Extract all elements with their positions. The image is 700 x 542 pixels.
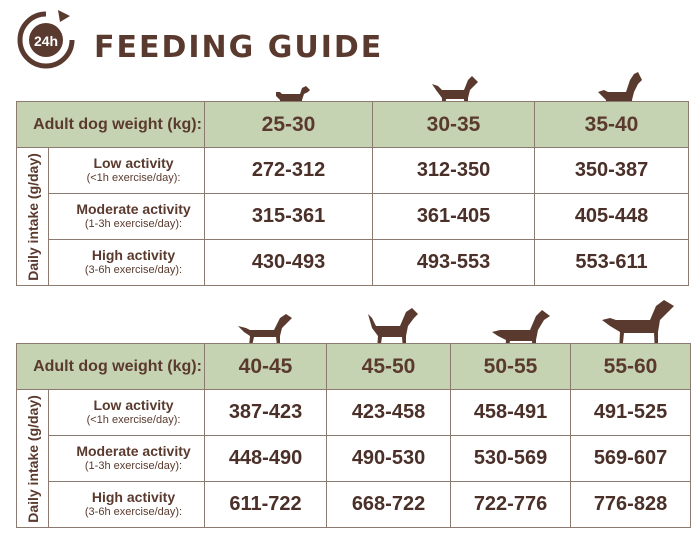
weight-label: Adult dog weight (kg): [15,101,206,148]
dog-silhouette-icon [600,296,676,354]
intake-value: 491-525 [570,389,692,436]
weight-range: 25-30 [204,101,374,148]
activity-label: Moderate activity (1-3h exercise/day): [47,435,206,482]
intake-value: 430-493 [204,239,374,286]
table-row: Daily intake (g/day) Low activity (<1h ex… [16,389,692,528]
weight-range: 45-50 [326,343,452,390]
intake-value: 315-361 [204,193,374,240]
intake-value: 387-423 [204,389,328,436]
intake-label: Daily intake (g/day) [24,394,41,523]
intake-label-cell: Daily intake (g/day) [16,389,49,528]
intake-value: 448-490 [204,435,328,482]
weight-range: 55-60 [570,343,692,390]
activity-label: Moderate activity (1-3h exercise/day): [47,193,206,240]
intake-value: 668-722 [326,481,452,528]
intake-value: 490-530 [326,435,452,482]
intake-value: 405-448 [534,193,690,240]
table-row: High activity (3-6h exercise/day): 611-72… [17,481,692,528]
intake-value: 553-611 [534,239,690,286]
activity-label: High activity (3-6h exercise/day): [47,239,206,286]
intake-value: 312-350 [372,147,536,194]
intake-value: 458-491 [450,389,572,436]
intake-value: 361-405 [372,193,536,240]
intake-value: 272-312 [204,147,374,194]
feeding-table-40-60: Adult dog weight (kg): 40-45 45-50 50-55… [15,343,692,528]
table-row: High activity (3-6h exercise/day): 430-49… [17,239,690,286]
intake-value: 530-569 [450,435,572,482]
intake-value: 493-553 [372,239,536,286]
weight-range: 35-40 [534,101,690,148]
weight-range: 30-35 [372,101,536,148]
intake-value: 569-607 [570,435,692,482]
activity-label: Low activity (<1h exercise/day): [47,147,206,194]
intake-label-cell: Daily intake (g/day) [16,147,49,286]
intake-value: 611-722 [204,481,328,528]
weight-range: 50-55 [450,343,572,390]
table-row: Daily intake (g/day) Low activity (<1h ex… [16,147,690,286]
dog-silhouette-icon [490,304,552,354]
intake-value: 776-828 [570,481,692,528]
intake-value: 722-776 [450,481,572,528]
intake-value: 423-458 [326,389,452,436]
table-row: Moderate activity (1-3h exercise/day): 31… [17,193,690,240]
table-row: Moderate activity (1-3h exercise/day): 44… [17,435,692,482]
clock-label: 24h [34,33,58,49]
page-header: 24h FEEDING GUIDE [14,8,454,74]
weight-label: Adult dog weight (kg): [15,343,206,390]
intake-label: Daily intake (g/day) [24,152,41,281]
feeding-table-25-40: Adult dog weight (kg): 25-30 30-35 35-40… [15,101,690,286]
dog-silhouette-icon [366,304,420,352]
clock-24h-icon: 24h [17,10,75,69]
dog-silhouette-icon [236,306,294,348]
activity-label: High activity (3-6h exercise/day): [47,481,206,528]
intake-value: 350-387 [534,147,690,194]
page-title: FEEDING GUIDE [94,30,384,65]
weight-range: 40-45 [204,343,328,390]
activity-label: Low activity (<1h exercise/day): [47,389,206,436]
